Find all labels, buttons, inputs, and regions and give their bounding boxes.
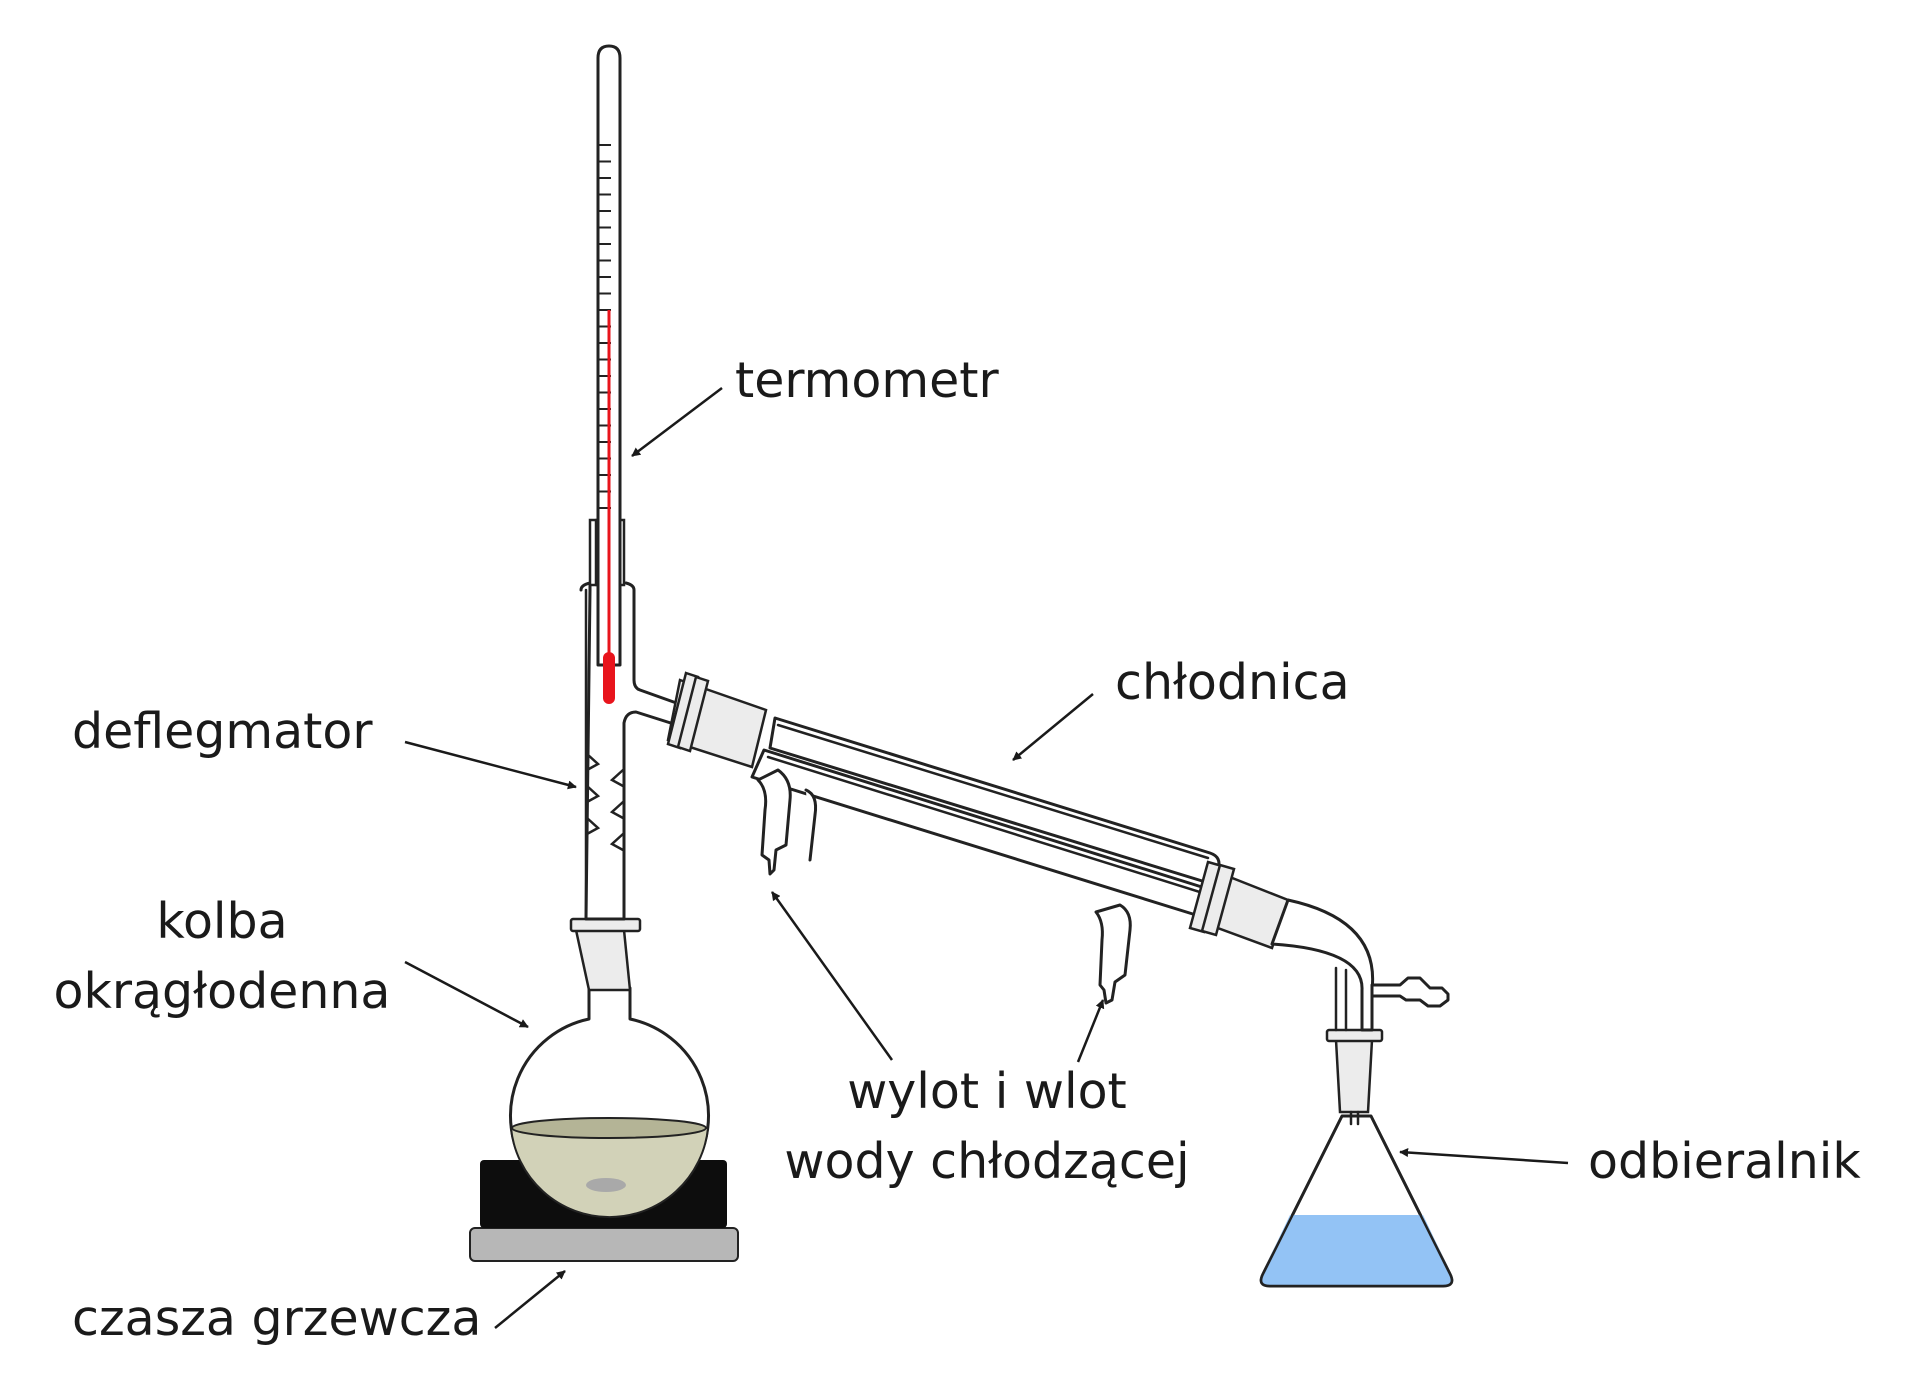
heating-mantle-base bbox=[469, 1227, 739, 1262]
receiver-flask bbox=[1259, 1028, 1454, 1288]
round-bottom-flask bbox=[509, 917, 710, 1219]
label-deflegmator: deflegmator bbox=[72, 703, 373, 760]
arrow-condenser bbox=[1012, 693, 1094, 761]
label-flask-line1: kolba bbox=[156, 893, 287, 950]
arrow-coolant-inlet bbox=[1076, 999, 1105, 1063]
arrow-flask bbox=[404, 960, 529, 1029]
receiver-adapter bbox=[1270, 898, 1450, 1032]
fractionating-column bbox=[579, 518, 684, 921]
arrow-receiver bbox=[1399, 1148, 1569, 1165]
label-receiver: odbieralnik bbox=[1588, 1133, 1861, 1190]
thermometer bbox=[596, 44, 622, 704]
arrow-deflegmator bbox=[404, 740, 577, 790]
condenser-outlet-joint bbox=[1188, 860, 1290, 950]
condenser-inlet-joint bbox=[666, 671, 768, 769]
arrow-coolant-outlet bbox=[770, 891, 894, 1061]
arrow-thermometer bbox=[631, 387, 723, 457]
receiver-liquid bbox=[1260, 1215, 1453, 1285]
label-coolant-line1: wylot i wlot bbox=[847, 1063, 1127, 1120]
label-flask-line2: okrągłodenna bbox=[54, 963, 391, 1020]
arrow-heating-mantle bbox=[494, 1270, 566, 1329]
label-thermometer: termometr bbox=[735, 352, 999, 409]
flask-liquid bbox=[509, 1127, 710, 1219]
thermometer-bulb bbox=[603, 652, 615, 704]
flask-liquid-surface bbox=[511, 1117, 707, 1139]
label-condenser: chłodnica bbox=[1115, 654, 1350, 711]
label-heating-mantle: czasza grzewcza bbox=[72, 1290, 481, 1347]
label-coolant-line2: wody chłodzącej bbox=[784, 1133, 1189, 1190]
